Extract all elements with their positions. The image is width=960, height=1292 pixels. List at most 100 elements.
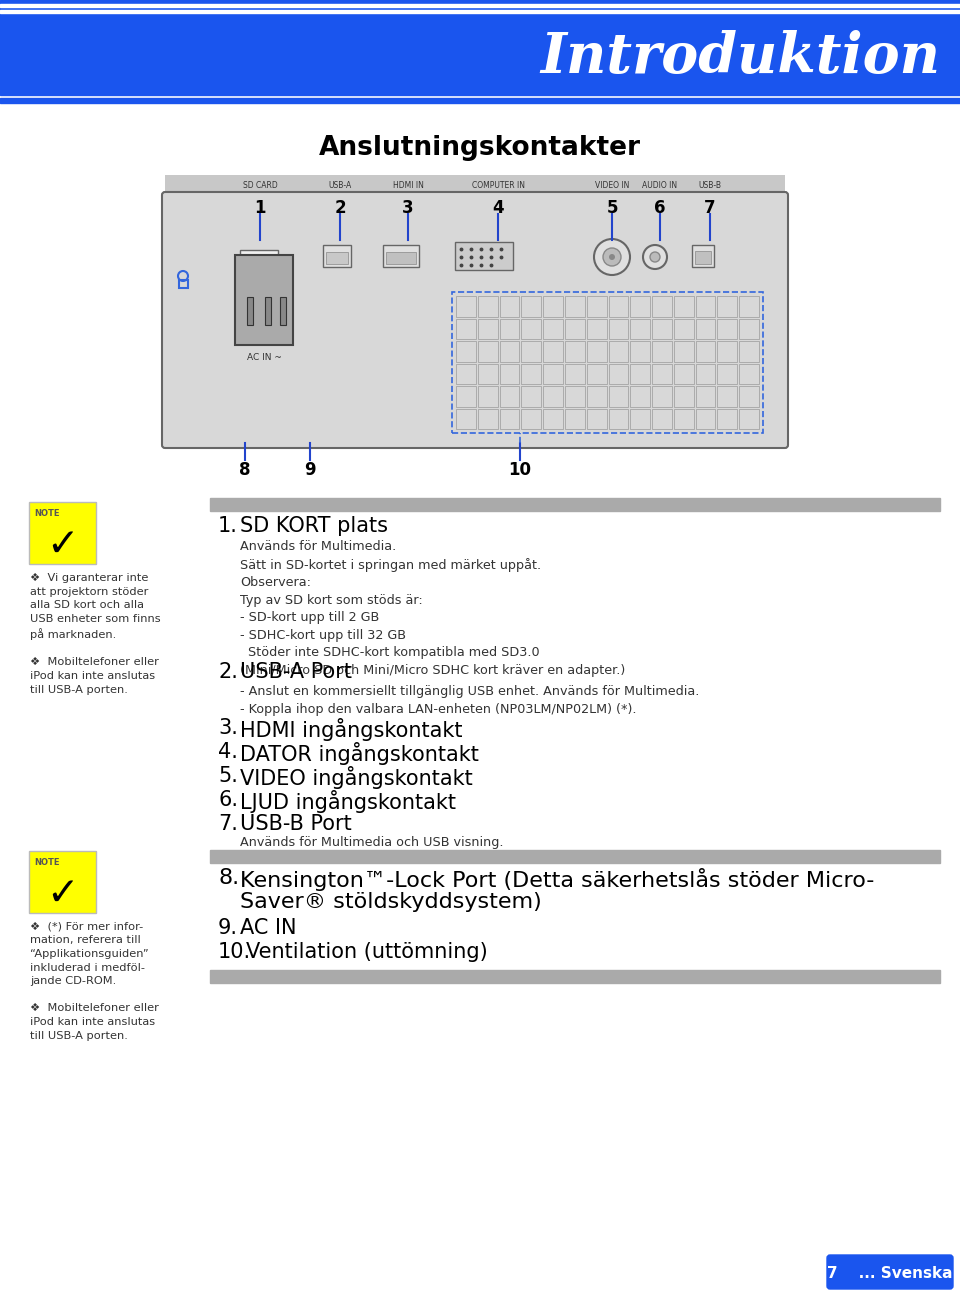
Bar — [564, 296, 585, 317]
FancyBboxPatch shape — [29, 850, 96, 912]
FancyBboxPatch shape — [29, 503, 96, 565]
Bar — [543, 363, 563, 384]
Text: Saver® stöldskyddsystem): Saver® stöldskyddsystem) — [240, 891, 541, 912]
Bar — [739, 319, 759, 339]
Bar — [631, 341, 650, 362]
Text: 3.: 3. — [218, 718, 238, 738]
Bar — [456, 296, 476, 317]
Text: 4: 4 — [492, 199, 504, 217]
Bar — [0, 10, 960, 13]
Text: 10.: 10. — [218, 942, 252, 961]
Text: 7.: 7. — [218, 814, 238, 833]
Bar — [652, 408, 672, 429]
Bar — [478, 363, 497, 384]
Bar — [478, 386, 497, 407]
Bar — [564, 363, 585, 384]
Bar — [609, 408, 628, 429]
Bar — [631, 296, 650, 317]
Bar — [499, 319, 519, 339]
Text: Används för Multimedia och USB visning.: Används för Multimedia och USB visning. — [240, 836, 503, 849]
Bar — [478, 296, 497, 317]
Text: AC IN ~: AC IN ~ — [247, 353, 281, 362]
Text: SD CARD: SD CARD — [243, 181, 277, 190]
Bar — [674, 319, 694, 339]
Bar — [696, 341, 715, 362]
Bar — [478, 408, 497, 429]
Text: SD KORT plats: SD KORT plats — [240, 516, 388, 536]
Bar — [543, 341, 563, 362]
Bar — [587, 319, 607, 339]
Text: AC IN: AC IN — [240, 917, 297, 938]
Bar — [717, 363, 737, 384]
Bar — [521, 296, 541, 317]
Bar — [478, 319, 497, 339]
Bar — [452, 292, 763, 433]
Text: Används för Multimedia.
Sätt in SD-kortet i springan med märket uppåt.
Observera: Används för Multimedia. Sätt in SD-korte… — [240, 540, 625, 677]
Bar — [631, 408, 650, 429]
Text: USB-A Port: USB-A Port — [240, 662, 352, 682]
Text: 8: 8 — [239, 461, 251, 479]
Bar — [739, 386, 759, 407]
Bar — [521, 341, 541, 362]
Text: ❖  Vi garanterar inte
att projektorn stöder
alla SD kort och alla
USB enheter so: ❖ Vi garanterar inte att projektorn stöd… — [30, 572, 160, 695]
Bar — [564, 408, 585, 429]
Bar — [247, 297, 253, 326]
Circle shape — [609, 255, 615, 260]
Bar — [455, 242, 513, 270]
Bar — [609, 296, 628, 317]
Bar — [499, 408, 519, 429]
Bar — [521, 363, 541, 384]
Circle shape — [643, 245, 667, 269]
Text: 1: 1 — [254, 199, 266, 217]
Bar — [717, 296, 737, 317]
Bar — [521, 319, 541, 339]
Bar — [456, 341, 476, 362]
Bar — [674, 363, 694, 384]
Text: NOTE: NOTE — [34, 509, 60, 518]
Bar — [652, 319, 672, 339]
Bar — [0, 4, 960, 6]
Text: VIDEO ingångskontakt: VIDEO ingångskontakt — [240, 766, 472, 788]
Text: 2: 2 — [334, 199, 346, 217]
Text: 5.: 5. — [218, 766, 238, 786]
Text: VIDEO IN: VIDEO IN — [595, 181, 629, 190]
Bar — [456, 319, 476, 339]
Bar — [383, 245, 419, 267]
FancyBboxPatch shape — [827, 1255, 953, 1289]
Bar — [179, 280, 188, 288]
Bar — [609, 319, 628, 339]
Text: ✓: ✓ — [46, 875, 79, 912]
Bar — [543, 296, 563, 317]
Bar — [739, 363, 759, 384]
Bar — [499, 363, 519, 384]
Text: 6: 6 — [655, 199, 665, 217]
Bar — [674, 341, 694, 362]
Text: USB-B Port: USB-B Port — [240, 814, 351, 833]
Text: 7    ... Svenska: 7 ... Svenska — [828, 1266, 952, 1282]
Circle shape — [594, 239, 630, 275]
Bar — [326, 252, 348, 264]
Bar — [587, 386, 607, 407]
Text: 10: 10 — [509, 461, 532, 479]
Bar — [499, 386, 519, 407]
Bar — [609, 341, 628, 362]
Bar — [717, 386, 737, 407]
Circle shape — [650, 252, 660, 262]
Text: DATOR ingångskontakt: DATOR ingångskontakt — [240, 742, 479, 765]
Text: USB-A: USB-A — [328, 181, 351, 190]
Bar — [696, 319, 715, 339]
Text: 3: 3 — [402, 199, 414, 217]
Bar — [609, 386, 628, 407]
Text: 5: 5 — [607, 199, 617, 217]
Bar — [564, 341, 585, 362]
Bar — [674, 408, 694, 429]
Text: 2.: 2. — [218, 662, 238, 682]
Text: 1.: 1. — [218, 516, 238, 536]
Bar — [242, 260, 276, 264]
Bar — [0, 90, 960, 96]
Bar — [386, 252, 416, 264]
Bar — [652, 296, 672, 317]
Bar — [674, 386, 694, 407]
Bar — [165, 174, 785, 195]
Bar — [499, 341, 519, 362]
